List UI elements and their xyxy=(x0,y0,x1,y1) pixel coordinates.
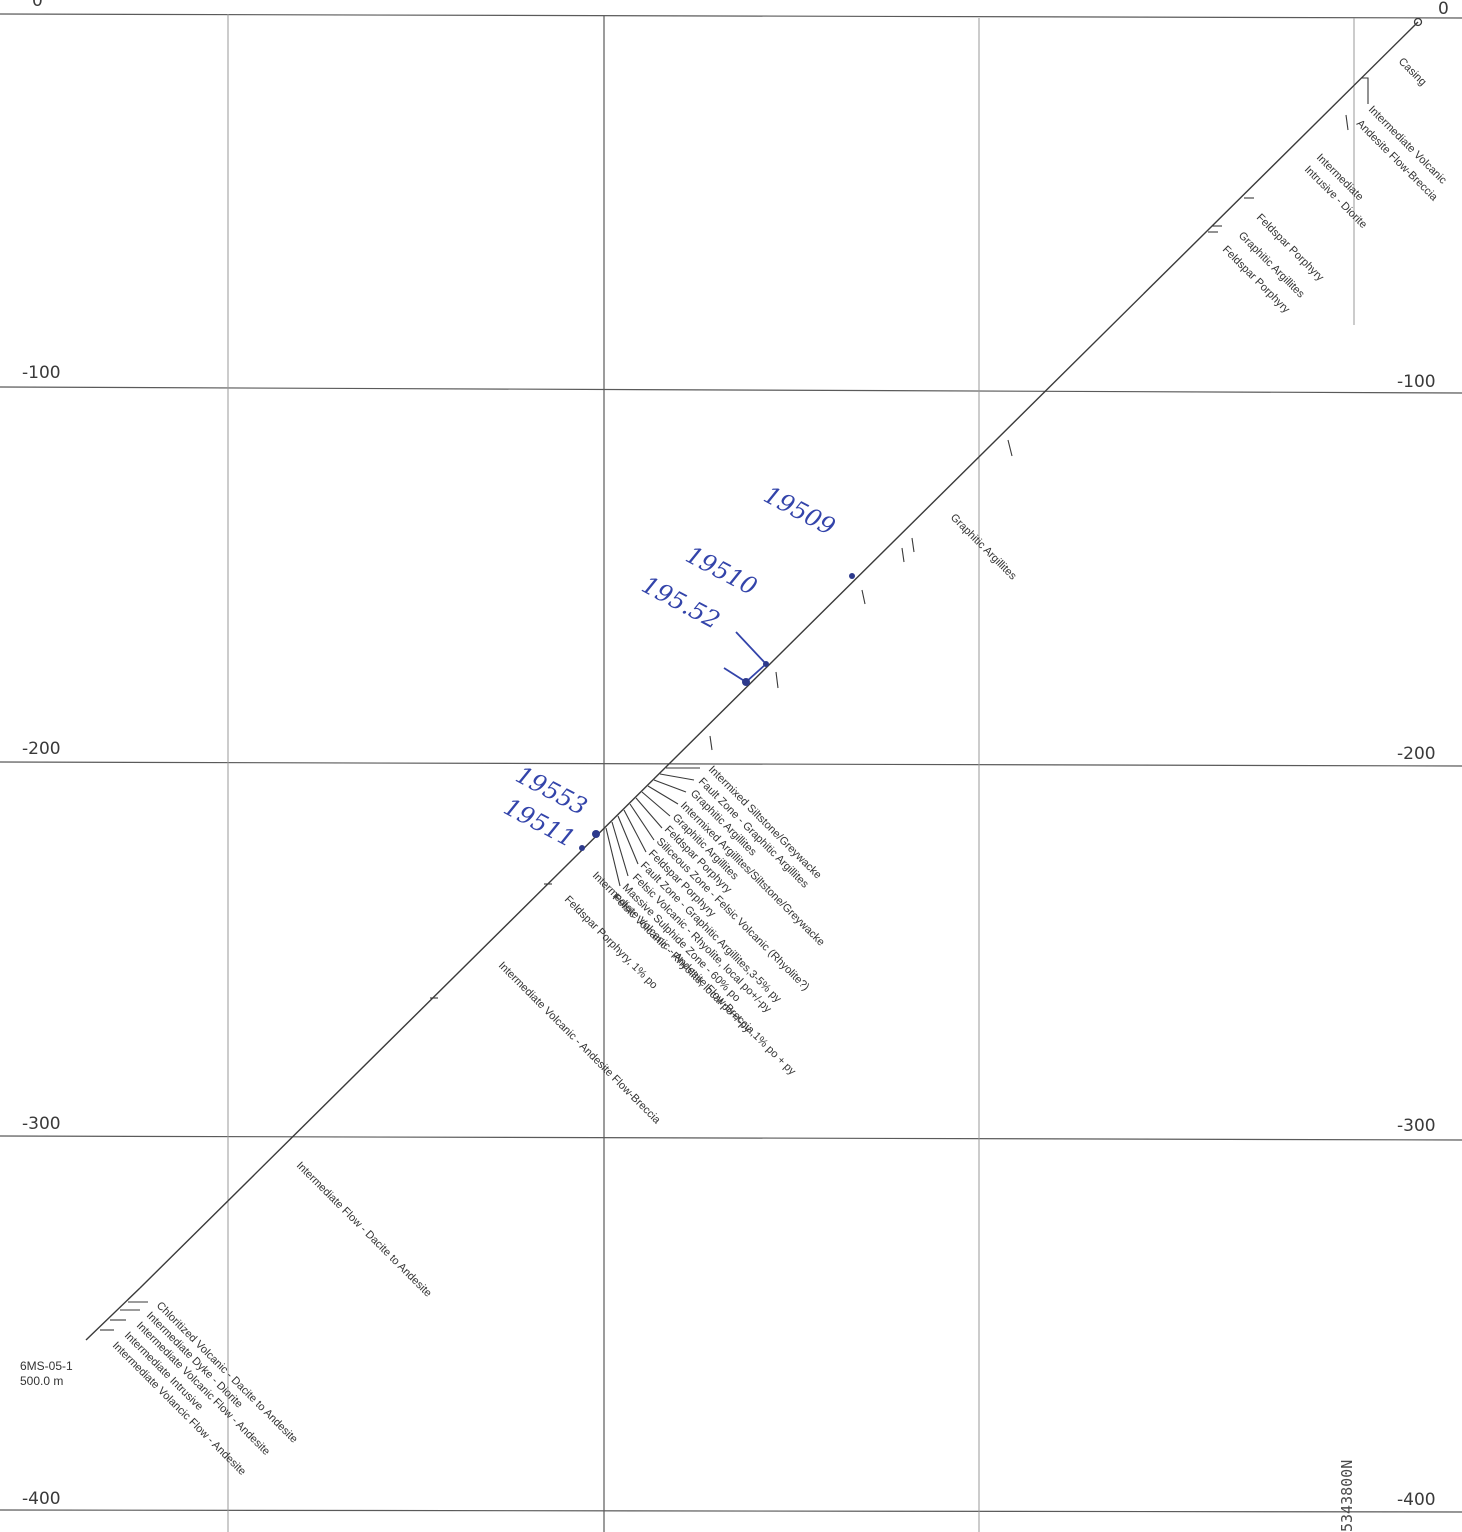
collar-marker xyxy=(1413,17,1423,27)
unit-label: Felsic Volcanic - Rhyolite, local po+/-p… xyxy=(630,872,774,1016)
handwritten-annotations: 19509 19510 195.52 19553 19511 xyxy=(499,481,855,853)
sample-point xyxy=(763,661,769,667)
unit-label: Chloritized Volcanic - Dacite to Andesit… xyxy=(154,1300,300,1446)
trace-end-line xyxy=(85,1287,141,1341)
elev-right-300: -300 xyxy=(1397,1116,1436,1136)
sample-point xyxy=(849,573,855,579)
leader-2 xyxy=(659,773,695,781)
leader-10 xyxy=(611,821,629,877)
leader-4 xyxy=(647,785,679,805)
trace-line xyxy=(139,21,1419,1289)
elev-left-200: -200 xyxy=(22,739,61,759)
elev-right-200: -200 xyxy=(1397,744,1436,764)
leader-11 xyxy=(605,827,621,887)
hole-id: 6MS-05-1 xyxy=(20,1359,73,1373)
grid-line-100 xyxy=(0,386,1462,394)
handwritten-sample-number: 19510 xyxy=(681,541,762,602)
tick-8 xyxy=(911,537,915,553)
northing-label: 5343800N xyxy=(1338,1460,1356,1532)
hole-label: 6MS-05-1 500.0 m xyxy=(20,1359,73,1388)
interval-ticks xyxy=(100,77,1369,1331)
elevation-labels-left: 0 -100 -200 -300 -400 xyxy=(22,0,61,1509)
unit-label: Graphitic Argillites xyxy=(948,512,1019,583)
drill-trace xyxy=(85,17,1423,1341)
leader-5 xyxy=(641,791,671,817)
grid-line-300 xyxy=(0,1135,1462,1141)
tick-7 xyxy=(901,547,905,563)
lithology-labels: Casing Intermediate Volcanic Andesite Fl… xyxy=(110,56,1449,1478)
elev-left-100: -100 xyxy=(22,363,61,383)
elevation-labels-right: 0 -100 -200 -300 -400 xyxy=(1397,0,1449,1510)
tick-6 xyxy=(1007,439,1013,457)
tick-9 xyxy=(861,589,866,605)
handwritten-interval-mark xyxy=(723,631,768,684)
unit-label: Intermediate Volcanic - Andesite Flow-Br… xyxy=(496,960,663,1127)
leader-fan xyxy=(605,767,700,887)
grid-line-200 xyxy=(0,761,1462,767)
tick-1 xyxy=(1362,77,1369,104)
leader-8 xyxy=(623,809,647,853)
leader-9 xyxy=(617,815,639,865)
elev-right-0: 0 xyxy=(1438,0,1449,19)
hole-depth: 500.0 m xyxy=(20,1374,63,1388)
unit-label: Feldspar Porphyry xyxy=(1254,212,1326,284)
leader-3 xyxy=(653,779,687,793)
grid-line-400 xyxy=(0,1509,1462,1513)
handwritten-sample-number: 19509 xyxy=(759,481,840,542)
leader-6 xyxy=(635,797,663,829)
elevation-grid xyxy=(0,13,1462,1513)
elev-left-0: 0 xyxy=(32,0,43,11)
sample-point xyxy=(579,845,585,851)
elev-left-300: -300 xyxy=(22,1114,61,1134)
leader-7 xyxy=(629,803,655,841)
elev-left-400: -400 xyxy=(22,1489,61,1509)
unit-label: Casing xyxy=(1396,56,1429,89)
sample-point xyxy=(742,678,750,686)
unit-label: Intermediate Flow - Dacite to Andesite xyxy=(294,1160,434,1300)
tick-11 xyxy=(709,735,713,751)
grid-line-0 xyxy=(0,13,1462,19)
elev-right-100: -100 xyxy=(1397,372,1436,392)
sample-point xyxy=(592,830,600,838)
tick-2 xyxy=(1345,114,1349,131)
easting-grid xyxy=(227,14,1355,1532)
tick-10 xyxy=(775,671,779,689)
elev-right-400: -400 xyxy=(1397,1490,1436,1510)
